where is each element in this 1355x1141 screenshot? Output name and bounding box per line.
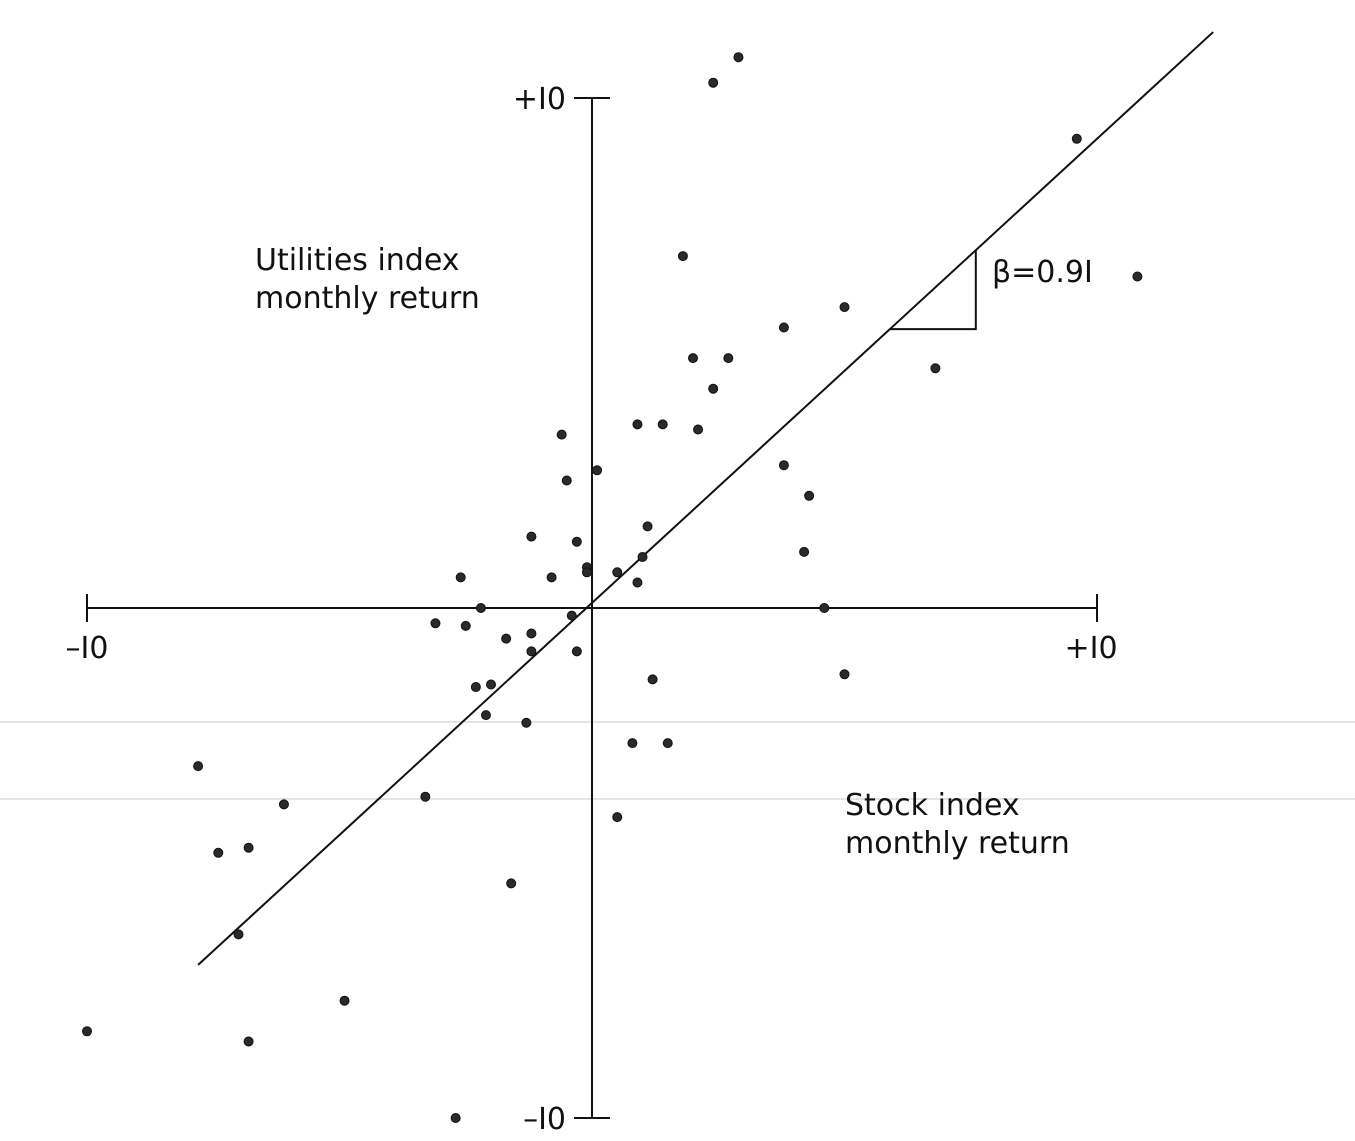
data-point [526,531,537,542]
data-point [278,799,289,810]
data-point [778,460,789,471]
data-point [581,567,592,578]
x-tick-label-max: +I0 [1064,631,1117,666]
data-points [82,52,1143,1123]
regression-line [197,31,1214,966]
data-point [733,52,744,63]
data-point [1071,133,1082,144]
data-point [455,572,466,583]
data-point [82,1026,92,1037]
data-point [647,674,658,685]
data-point [571,536,582,547]
data-point [460,620,471,631]
data-point [233,929,244,940]
data-point [778,322,789,333]
data-point [708,77,719,88]
data-point [470,682,481,693]
data-point [526,628,537,639]
data-point [475,603,486,613]
data-point [799,546,810,557]
data-point [839,302,850,313]
slope-triangle [889,250,977,331]
data-point [501,633,512,644]
data-point [642,521,653,532]
data-point [526,646,537,657]
data-point [450,1113,461,1123]
data-point [243,1036,254,1047]
data-point [506,878,517,889]
data-point [566,610,577,621]
data-point [677,251,688,262]
data-point [521,717,532,728]
data-point [571,646,582,657]
data-point [213,847,224,858]
data-point [637,552,648,562]
data-point [708,383,719,394]
data-point [819,603,830,613]
x-tick-label-min: –I0 [66,631,109,666]
beta-annotation: β=0.9I [992,255,1093,290]
data-point [930,363,941,374]
data-point [662,738,673,749]
data-point [627,738,638,749]
y-axis-label: Utilities index monthly return [255,243,480,316]
data-point [723,353,734,364]
data-point [486,679,496,690]
data-point [632,419,643,430]
data-point [193,761,204,772]
data-point [243,842,254,853]
data-point [592,465,603,476]
data-point [688,353,698,364]
data-point [561,475,572,486]
y-tick-label-max: +I0 [513,82,566,117]
data-point [1132,271,1143,282]
data-point [420,791,431,802]
data-point [339,995,350,1006]
x-axis-label: Stock index monthly return [845,788,1070,861]
data-point [839,669,850,680]
data-point [693,424,704,435]
data-point [480,710,491,721]
data-point [546,572,557,583]
data-point [804,490,815,501]
data-point [430,618,441,629]
data-point [612,812,623,823]
data-point [612,567,623,578]
data-point [657,419,668,430]
data-point [632,577,643,588]
y-tick-label-min: –I0 [523,1102,566,1137]
data-point [556,429,567,440]
